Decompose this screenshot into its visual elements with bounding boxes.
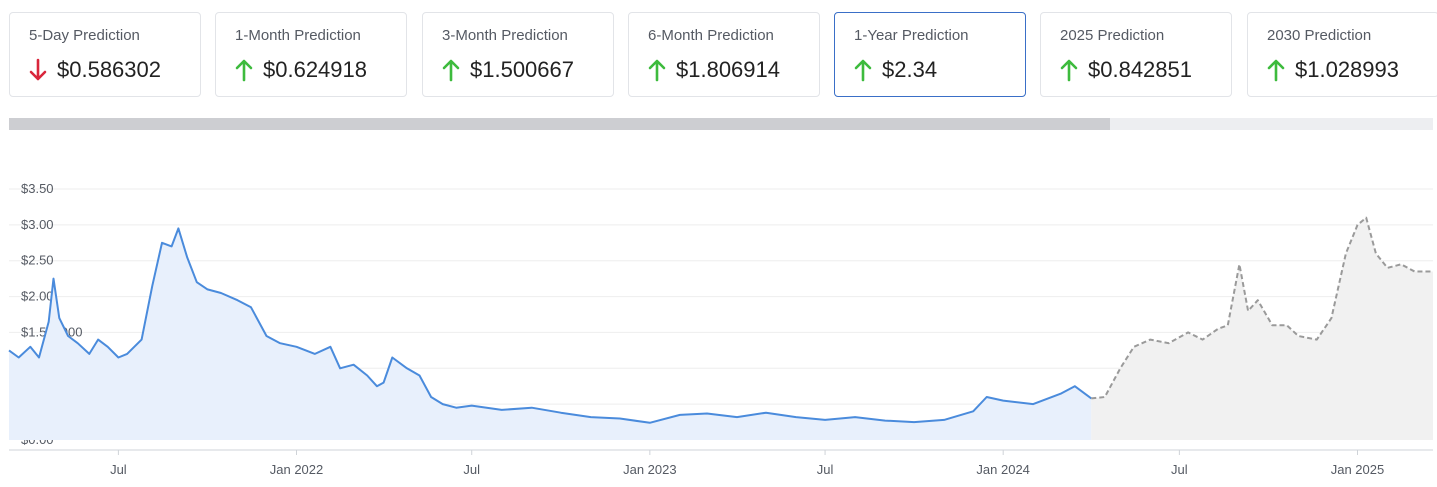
x-tick-label: Jan 2022: [270, 462, 324, 477]
prediction-card-title: 2030 Prediction: [1267, 27, 1372, 44]
prediction-card-title: 2025 Prediction: [1060, 27, 1165, 44]
prediction-card-title: 6-Month Prediction: [648, 27, 774, 44]
y-tick-label: $3.50: [21, 181, 54, 196]
arrow-down-icon: [29, 58, 47, 81]
x-tick-label: Jul: [817, 462, 834, 477]
prediction-cards: 5-Day Prediction $0.586302 1-Month Predict…: [0, 0, 1437, 110]
prediction-card-value: $1.806914: [648, 57, 780, 83]
prediction-card[interactable]: 1-Year Prediction $2.34: [834, 12, 1026, 97]
x-tick-label: Jan 2023: [623, 462, 677, 477]
y-tick-label: $3.00: [21, 217, 54, 232]
horizontal-scrollbar[interactable]: [9, 118, 1433, 130]
prediction-value-text: $1.500667: [470, 57, 574, 82]
prediction-card[interactable]: 3-Month Prediction $1.500667: [422, 12, 614, 97]
arrow-up-icon: [442, 59, 460, 82]
prediction-card-value: $1.500667: [442, 57, 574, 83]
prediction-value-text: $0.842851: [1088, 57, 1192, 82]
prediction-card-title: 1-Month Prediction: [235, 27, 361, 44]
x-tick-label: Jul: [1171, 462, 1188, 477]
y-tick-label: $2.50: [21, 253, 54, 268]
arrow-up-icon: [648, 59, 666, 82]
prediction-value-text: $1.806914: [676, 57, 780, 82]
arrow-up-icon: [1267, 59, 1285, 82]
arrow-up-icon: [854, 59, 872, 82]
prediction-card-value: $1.028993: [1267, 57, 1399, 83]
prediction-card-value: $0.624918: [235, 57, 367, 83]
x-tick-label: Jan 2024: [976, 462, 1030, 477]
prediction-card-title: 1-Year Prediction: [854, 27, 969, 44]
prediction-card[interactable]: 6-Month Prediction $1.806914: [628, 12, 820, 97]
forecast-line: [1091, 216, 1433, 400]
y-tick-label: $2.00: [21, 289, 54, 304]
x-tick-label: Jan 2025: [1331, 462, 1385, 477]
x-tick-label: Jul: [110, 462, 127, 477]
scrollbar-thumb[interactable]: [9, 118, 1110, 130]
prediction-card[interactable]: 2025 Prediction $0.842851: [1040, 12, 1232, 97]
prediction-card-title: 3-Month Prediction: [442, 27, 568, 44]
history-area: [9, 228, 1092, 440]
prediction-value-text: $0.586302: [57, 57, 161, 82]
arrow-up-icon: [1060, 59, 1078, 82]
history-line: [8, 227, 1092, 424]
prediction-value-text: $1.028993: [1295, 57, 1399, 82]
prediction-card-value: $2.34: [854, 57, 937, 83]
prediction-card[interactable]: 2030 Prediction $1.028993: [1247, 12, 1437, 97]
prediction-card-title: 5-Day Prediction: [29, 27, 140, 44]
prediction-card[interactable]: 1-Month Prediction $0.624918: [215, 12, 407, 97]
price-chart: $0.00$0.500000$1.00$1.500000$2.00$2.50$3…: [8, 181, 1433, 477]
prediction-card[interactable]: 5-Day Prediction $0.586302: [9, 12, 201, 97]
arrow-up-icon: [235, 59, 253, 82]
prediction-card-value: $0.842851: [1060, 57, 1192, 83]
x-tick-label: Jul: [463, 462, 480, 477]
forecast-area: [1091, 217, 1433, 440]
prediction-value-text: $2.34: [882, 57, 938, 82]
prediction-value-text: $0.624918: [263, 57, 367, 82]
prediction-card-value: $0.586302: [29, 57, 161, 83]
